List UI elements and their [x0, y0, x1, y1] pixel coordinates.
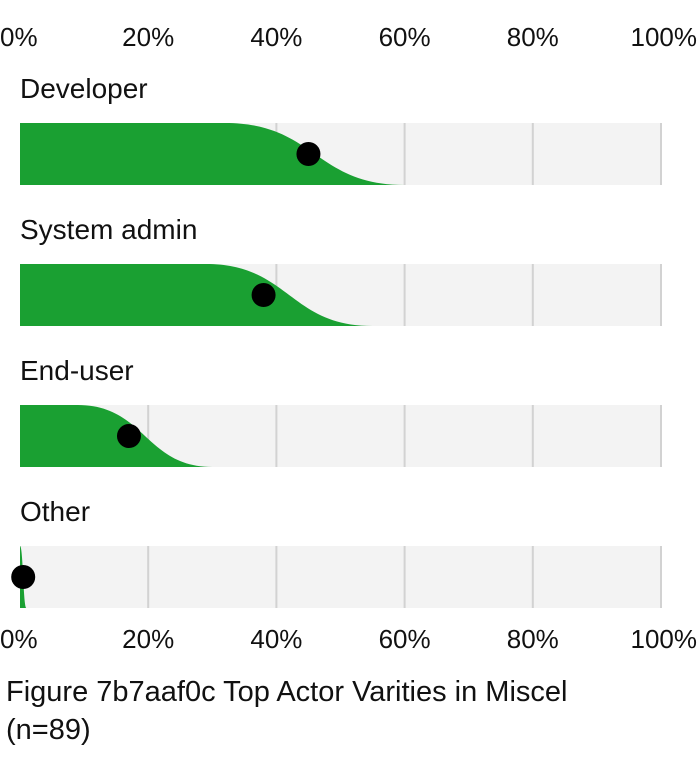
top-axis-tick-label: 60% [379, 22, 431, 52]
bottom-axis-tick-label: 80% [507, 624, 559, 654]
top-axis-tick-label: 0% [0, 22, 38, 52]
caption-line: (n=89) [6, 714, 91, 746]
chart-row: System admin [20, 214, 662, 326]
value-point [116, 424, 141, 448]
bottom-axis-tick-label: 40% [250, 624, 302, 654]
bottom-axis-tick-label: 100% [631, 624, 698, 654]
bottom-axis-tick-label: 0% [0, 624, 38, 654]
top-axis-tick-label: 80% [507, 22, 559, 52]
category-label: System admin [20, 214, 197, 245]
value-point [251, 283, 276, 307]
distribution-area [20, 123, 405, 185]
chart-row: Other [11, 496, 662, 608]
bottom-axis-tick-label: 20% [122, 624, 174, 654]
caption-line: Figure 7b7aaf0c Top Actor Varities in Mi… [6, 676, 567, 708]
chart-caption: Figure 7b7aaf0c Top Actor Varities in Mi… [6, 676, 567, 746]
value-point [296, 142, 321, 166]
distribution-area [20, 405, 213, 467]
category-label: Other [20, 496, 90, 527]
category-label: End-user [20, 355, 134, 386]
category-label: Developer [20, 73, 148, 104]
chart-row: Developer [20, 73, 662, 185]
chart-rows: Developer System admin End-user Other [11, 73, 662, 608]
top-axis-tick-label: 20% [122, 22, 174, 52]
value-point [11, 565, 36, 589]
top-axis-tick-label: 40% [250, 22, 302, 52]
bottom-axis-tick-label: 60% [379, 624, 431, 654]
top-axis: 0% 20% 40% 60% 80% 100% [0, 22, 697, 52]
distribution-area [20, 264, 373, 326]
chart-row: End-user [20, 355, 662, 467]
bottom-axis: 0% 20% 40% 60% 80% 100% [0, 624, 697, 654]
top-axis-tick-label: 100% [631, 22, 698, 52]
row-background [20, 546, 661, 608]
